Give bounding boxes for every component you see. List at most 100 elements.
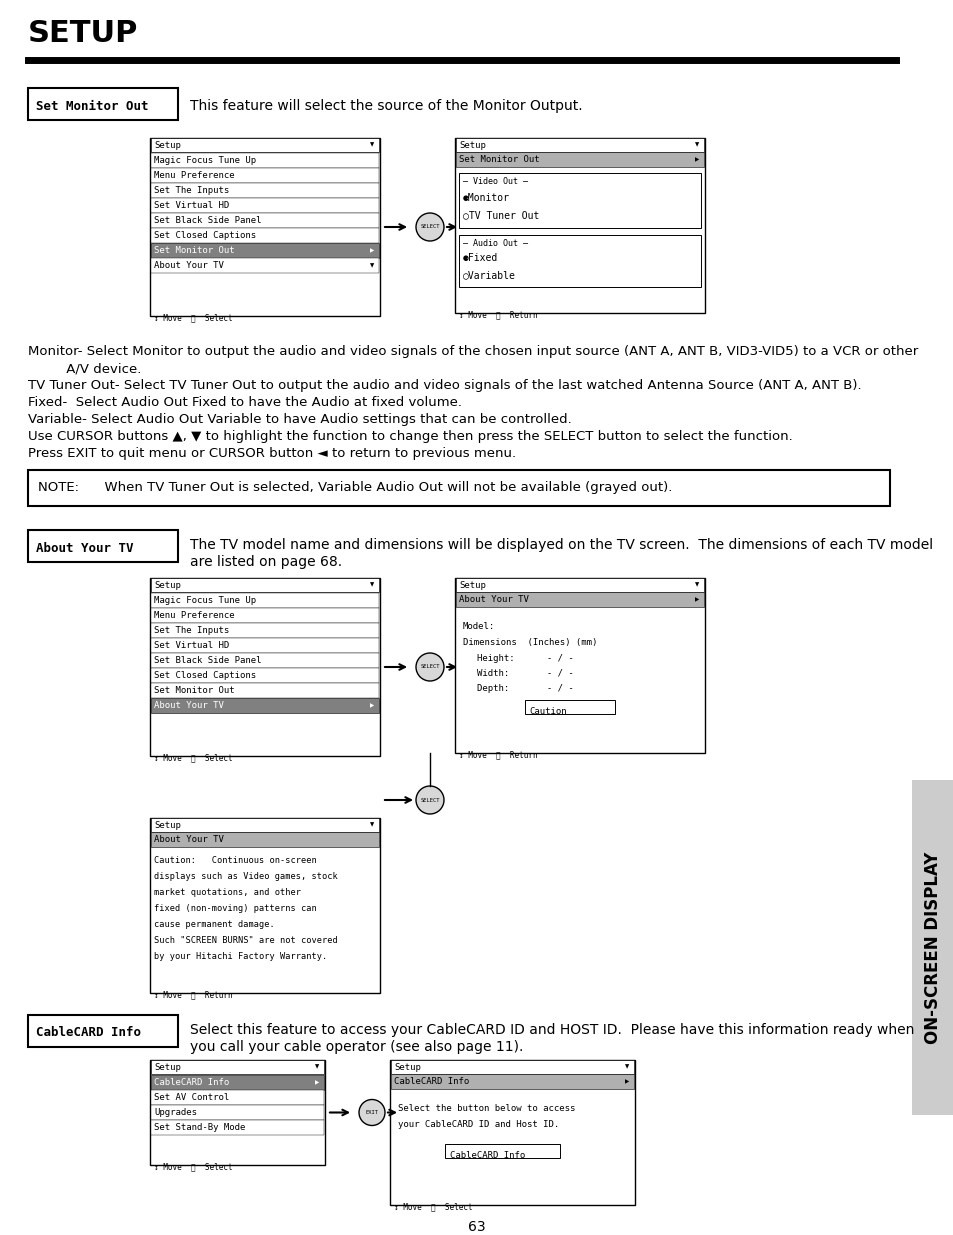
Bar bbox=[151, 153, 378, 168]
Text: ▼: ▼ bbox=[314, 1065, 319, 1070]
Text: Set Virtual HD: Set Virtual HD bbox=[153, 641, 229, 650]
Text: Caution:   Continuous on-screen: Caution: Continuous on-screen bbox=[153, 856, 316, 864]
Text: Setup: Setup bbox=[458, 141, 485, 149]
Text: cause permanent damage.: cause permanent damage. bbox=[153, 920, 274, 929]
Text: Set Monitor Out: Set Monitor Out bbox=[458, 156, 539, 164]
Text: ⚈Fixed: ⚈Fixed bbox=[462, 253, 497, 263]
Text: SELECT: SELECT bbox=[420, 225, 439, 230]
Text: Setup: Setup bbox=[153, 580, 181, 589]
Bar bbox=[151, 818, 378, 832]
Bar bbox=[151, 638, 378, 653]
Bar bbox=[151, 1074, 324, 1091]
Bar bbox=[911, 781, 953, 1115]
Text: ⚈Monitor: ⚈Monitor bbox=[462, 193, 510, 203]
Text: Menu Preference: Menu Preference bbox=[153, 170, 234, 180]
Bar bbox=[151, 683, 378, 698]
Text: This feature will select the source of the Monitor Output.: This feature will select the source of t… bbox=[190, 99, 582, 112]
Text: Set Virtual HD: Set Virtual HD bbox=[153, 201, 229, 210]
Text: ▶: ▶ bbox=[624, 1079, 629, 1084]
Text: ↕ Move  Ⓢ  Return: ↕ Move Ⓢ Return bbox=[458, 310, 537, 319]
Text: Setup: Setup bbox=[153, 1062, 181, 1072]
Text: ▼: ▼ bbox=[695, 583, 699, 588]
Text: are listed on page 68.: are listed on page 68. bbox=[190, 555, 342, 569]
Bar bbox=[458, 235, 700, 287]
Bar bbox=[150, 818, 379, 993]
Text: Setup: Setup bbox=[458, 580, 485, 589]
Circle shape bbox=[416, 653, 443, 680]
Bar bbox=[151, 1060, 324, 1074]
Text: ↕ Move  Ⓢ  Select: ↕ Move Ⓢ Select bbox=[153, 1162, 233, 1171]
Bar bbox=[456, 152, 703, 167]
Text: ▶: ▶ bbox=[314, 1079, 319, 1086]
Text: ― Audio Out ―: ― Audio Out ― bbox=[462, 240, 527, 248]
Bar bbox=[151, 698, 378, 713]
Text: About Your TV: About Your TV bbox=[153, 835, 224, 844]
Bar bbox=[151, 832, 378, 847]
Text: CableCARD Info: CableCARD Info bbox=[394, 1077, 469, 1086]
Text: About Your TV: About Your TV bbox=[36, 541, 133, 555]
Text: Such "SCREEN BURNS" are not covered: Such "SCREEN BURNS" are not covered bbox=[153, 936, 337, 945]
Bar bbox=[151, 183, 378, 198]
Text: Set The Inputs: Set The Inputs bbox=[153, 186, 229, 195]
Bar bbox=[455, 578, 704, 753]
Text: About Your TV: About Your TV bbox=[153, 261, 224, 270]
Bar bbox=[151, 1120, 324, 1135]
Text: fixed (non-moving) patterns can: fixed (non-moving) patterns can bbox=[153, 904, 316, 913]
Text: ↕ Move  Ⓢ  Select: ↕ Move Ⓢ Select bbox=[153, 312, 233, 322]
Text: Width:       - / -: Width: - / - bbox=[476, 669, 573, 678]
Text: Set Black Side Panel: Set Black Side Panel bbox=[153, 656, 261, 664]
Text: EXIT: EXIT bbox=[365, 1110, 378, 1115]
Text: Set Black Side Panel: Set Black Side Panel bbox=[153, 216, 261, 225]
Text: ▶: ▶ bbox=[370, 703, 374, 708]
Text: A/V device.: A/V device. bbox=[28, 362, 141, 375]
Bar bbox=[151, 212, 378, 228]
Text: Set Monitor Out: Set Monitor Out bbox=[153, 246, 234, 254]
Text: SETUP: SETUP bbox=[28, 19, 138, 48]
Circle shape bbox=[416, 212, 443, 241]
Bar bbox=[151, 228, 378, 243]
Circle shape bbox=[358, 1099, 385, 1125]
Bar bbox=[151, 1105, 324, 1120]
Text: Variable- Select Audio Out Variable to have Audio settings that can be controlle: Variable- Select Audio Out Variable to h… bbox=[28, 412, 571, 426]
Text: ↕ Move  Ⓢ  Select: ↕ Move Ⓢ Select bbox=[394, 1202, 472, 1212]
Bar bbox=[151, 168, 378, 183]
Text: Set Monitor Out: Set Monitor Out bbox=[153, 685, 234, 695]
Text: Upgrades: Upgrades bbox=[153, 1108, 196, 1116]
Text: Set AV Control: Set AV Control bbox=[153, 1093, 229, 1102]
Bar bbox=[391, 1060, 634, 1074]
Bar bbox=[524, 700, 615, 714]
Bar bbox=[455, 138, 704, 312]
Text: CableCARD Info: CableCARD Info bbox=[153, 1078, 229, 1087]
Bar bbox=[151, 593, 378, 608]
Bar bbox=[150, 138, 379, 316]
Text: Setup: Setup bbox=[394, 1062, 420, 1072]
Bar bbox=[151, 243, 378, 258]
Bar bbox=[151, 258, 378, 273]
Text: Setup: Setup bbox=[153, 820, 181, 830]
Text: Setup: Setup bbox=[153, 141, 181, 149]
Bar bbox=[28, 1015, 178, 1047]
Text: Caution: Caution bbox=[529, 706, 566, 716]
Bar bbox=[28, 471, 889, 506]
Text: Magic Focus Tune Up: Magic Focus Tune Up bbox=[153, 156, 255, 165]
Text: displays such as Video games, stock: displays such as Video games, stock bbox=[153, 872, 337, 881]
Text: Model:: Model: bbox=[462, 622, 495, 631]
Bar bbox=[458, 173, 700, 228]
Text: Set Closed Captions: Set Closed Captions bbox=[153, 231, 255, 240]
Bar bbox=[456, 138, 703, 152]
Text: TV Tuner Out- Select TV Tuner Out to output the audio and video signals of the l: TV Tuner Out- Select TV Tuner Out to out… bbox=[28, 379, 861, 391]
Text: Depth:       - / -: Depth: - / - bbox=[476, 684, 573, 693]
Bar bbox=[151, 1091, 324, 1105]
Text: Monitor- Select Monitor to output the audio and video signals of the chosen inpu: Monitor- Select Monitor to output the au… bbox=[28, 345, 918, 358]
Text: ▼: ▼ bbox=[695, 142, 699, 147]
Bar bbox=[151, 653, 378, 668]
Text: About Your TV: About Your TV bbox=[458, 595, 528, 604]
Text: CableCARD Info: CableCARD Info bbox=[36, 1026, 141, 1040]
Text: by your Hitachi Factory Warranty.: by your Hitachi Factory Warranty. bbox=[153, 952, 327, 961]
Text: ― Video Out ―: ― Video Out ― bbox=[462, 177, 527, 186]
Text: ▼: ▼ bbox=[370, 142, 374, 147]
Text: your CableCARD ID and Host ID.: your CableCARD ID and Host ID. bbox=[397, 1120, 558, 1129]
Text: About Your TV: About Your TV bbox=[153, 701, 224, 710]
Bar bbox=[456, 578, 703, 592]
Text: ↕ Move  Ⓢ  Select: ↕ Move Ⓢ Select bbox=[153, 753, 233, 762]
